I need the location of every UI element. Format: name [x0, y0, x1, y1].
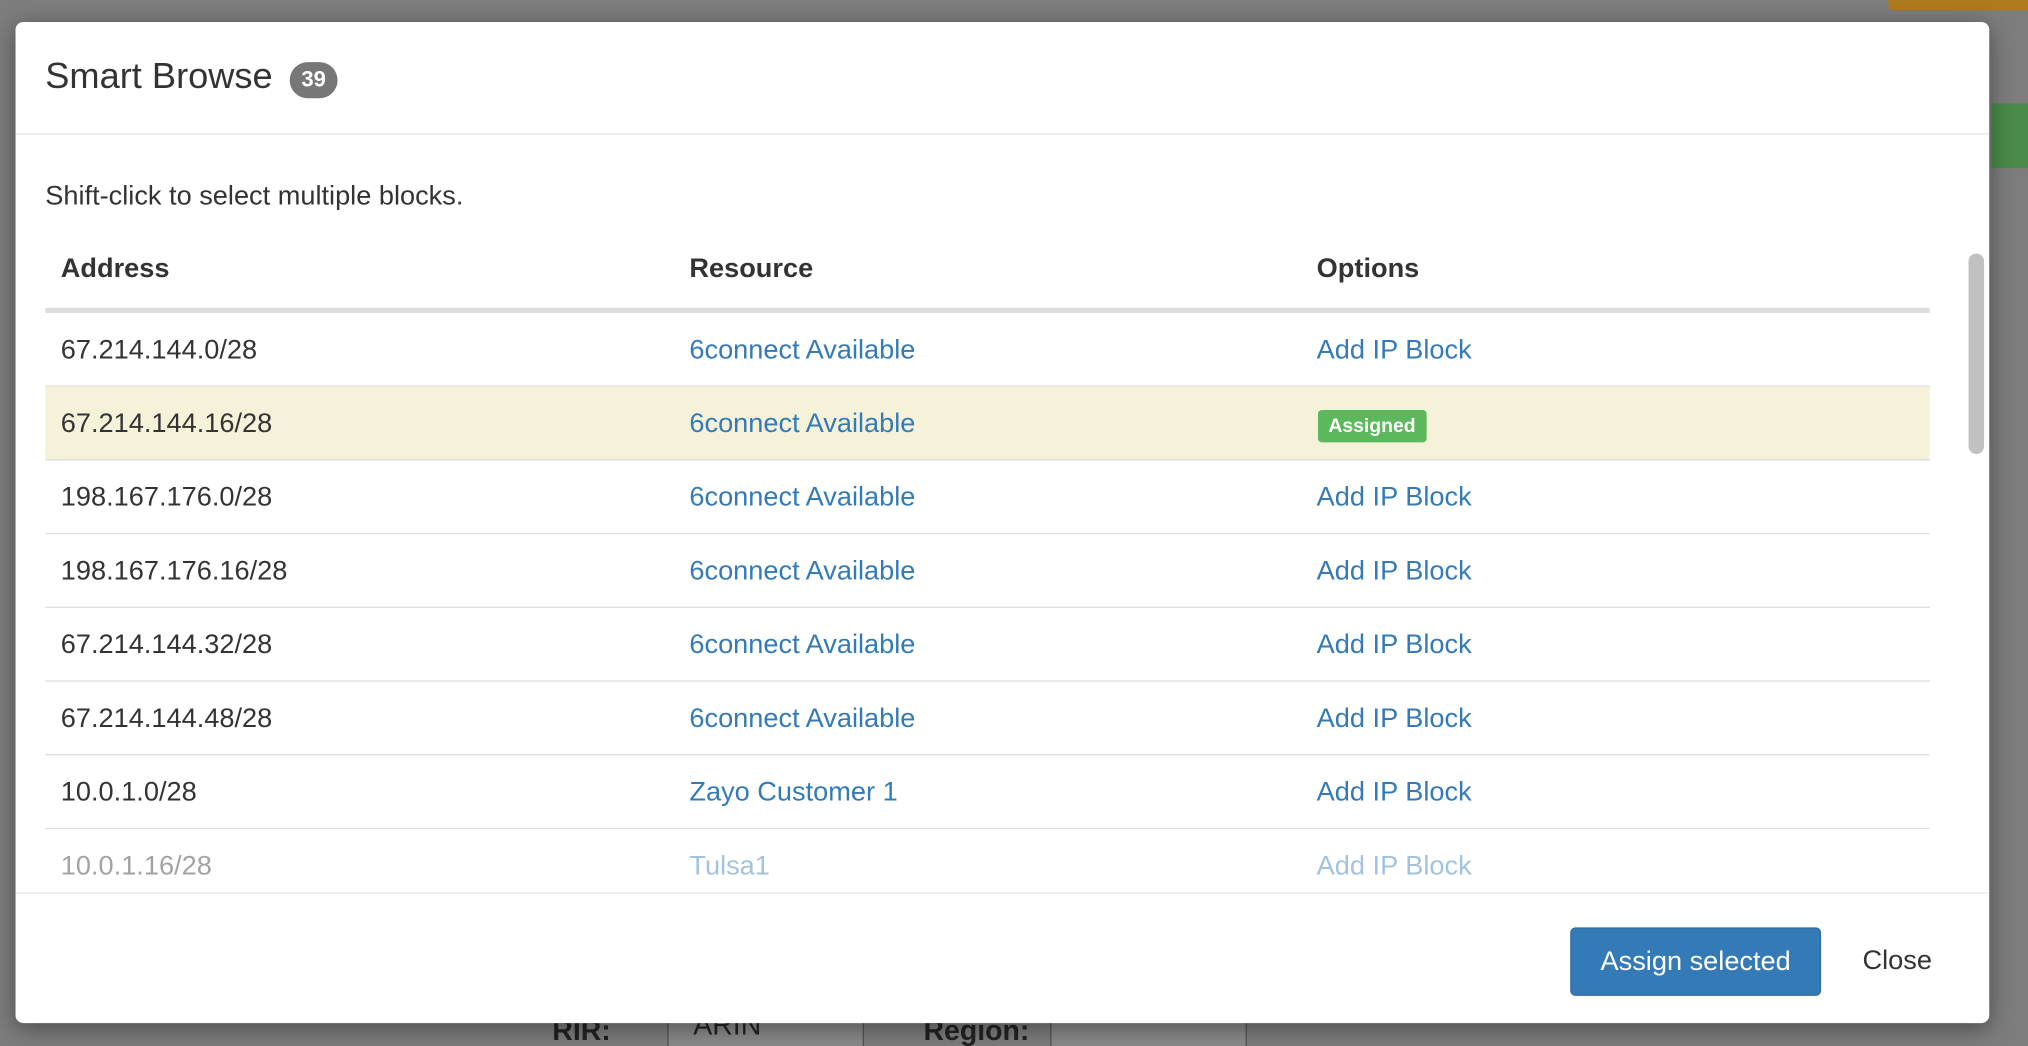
address: 10.0.1.16/28 — [60, 851, 212, 881]
address: 67.214.144.32/28 — [60, 629, 273, 660]
table-header: Address Resource Options — [45, 253, 1930, 314]
add-block-link[interactable]: Add IP Block — [1316, 482, 1472, 513]
close-button[interactable]: Close — [1862, 945, 1932, 976]
resource-link[interactable]: 6connect Available — [689, 334, 916, 365]
resource-link[interactable]: Zayo Customer 1 — [689, 777, 898, 808]
add-block-link[interactable]: Add IP Block — [1316, 629, 1472, 660]
backdrop-button — [1991, 103, 2028, 169]
address: 67.214.144.48/28 — [60, 703, 273, 734]
hint: Shift-click to select multiple blocks. — [45, 181, 464, 211]
resource-link[interactable]: Tulsa1 — [689, 851, 770, 881]
modal: Smart Browse 39 Shift-click to select mu… — [15, 21, 1990, 1024]
count-badge: 39 — [289, 62, 338, 99]
add-block-link[interactable]: Add IP Block — [1316, 703, 1472, 734]
resource-link[interactable]: 6connect Available — [689, 629, 916, 660]
assign-button[interactable]: Assign selected — [1570, 927, 1822, 996]
add-block-link[interactable]: Add IP Block — [1316, 556, 1472, 586]
modal-body: Shift-click to select multiple blocks. A… — [16, 135, 1990, 893]
scrollbar[interactable] — [1968, 253, 1985, 454]
address: 198.167.176.16/28 — [60, 556, 288, 586]
resource-link[interactable]: 6connect Available — [689, 408, 916, 439]
column-header: Options — [1316, 253, 1420, 284]
add-block-link[interactable]: Add IP Block — [1316, 777, 1472, 808]
table-row[interactable]: 67.214.144.48/28 6connect Available Add IP… — [45, 682, 1930, 756]
table-row[interactable]: 10.0.1.16/28 Tulsa1 Add IP Block — [45, 829, 1929, 892]
modal-footer: Assign selected Close — [15, 892, 1990, 1023]
address: 67.214.144.16/28 — [60, 408, 273, 439]
backdrop-button — [1888, 0, 2028, 11]
add-block-link[interactable]: Add IP Block — [1316, 851, 1472, 881]
modal-header: Smart Browse 39 — [15, 22, 1990, 135]
status-label: Assigned — [1317, 410, 1426, 443]
resource-link[interactable]: 6connect Available — [689, 556, 916, 586]
resource-link[interactable]: 6connect Available — [689, 482, 916, 513]
table-row[interactable]: 198.167.176.16/28 6connect Available Add I… — [45, 534, 1930, 608]
add-block-link[interactable]: Add IP Block — [1316, 334, 1472, 365]
table-row[interactable]: 67.214.144.0/28 6connect Available Add IP … — [45, 313, 1930, 387]
table-row[interactable]: 67.214.144.32/28 6connect Available Add IP… — [45, 608, 1930, 682]
table-row[interactable]: 198.167.176.0/28 6connect Available Add IP… — [45, 460, 1930, 535]
column-header: Resource — [689, 253, 814, 284]
address: 10.0.1.0/28 — [60, 777, 197, 808]
address: 198.167.176.0/28 — [60, 482, 273, 513]
address: 67.214.144.0/28 — [60, 334, 258, 365]
table-row[interactable]: 67.214.144.16/28 6connect Available Assign… — [45, 386, 1930, 461]
table-row[interactable]: 10.0.1.0/28 Zayo Customer 1 Add IP Block — [45, 755, 1930, 830]
modal-title: Smart Browse — [45, 55, 273, 96]
column-header: Address — [60, 253, 170, 284]
resource-link[interactable]: 6connect Available — [689, 703, 916, 734]
